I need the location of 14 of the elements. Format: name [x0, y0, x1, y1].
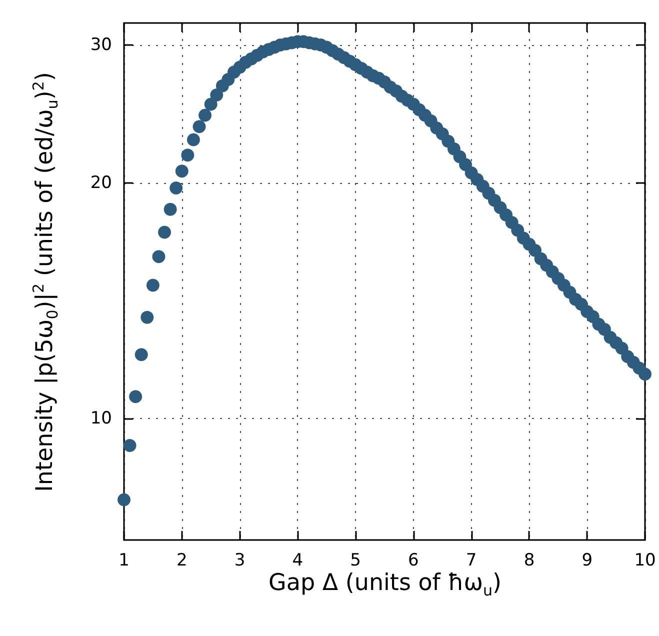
y-tick-label: 20 — [90, 172, 112, 193]
x-tick-label: 5 — [350, 550, 361, 570]
x-tick-label: 9 — [582, 550, 593, 570]
x-tick-label: 2 — [176, 550, 188, 570]
x-tick-label: 6 — [408, 550, 419, 570]
x-tick-label: 10 — [634, 550, 656, 570]
x-tick-label: 4 — [292, 550, 304, 570]
y-tick-label: 30 — [90, 34, 112, 55]
y-tick-label: 10 — [90, 408, 112, 429]
x-axis-title: Gap Δ (units of ħω$_{u}$) — [268, 570, 502, 600]
x-tick-label: 1 — [118, 550, 130, 570]
x-tick-label: 7 — [466, 550, 477, 570]
x-tick-label: 8 — [524, 550, 535, 570]
x-tick-label: 3 — [234, 550, 246, 570]
